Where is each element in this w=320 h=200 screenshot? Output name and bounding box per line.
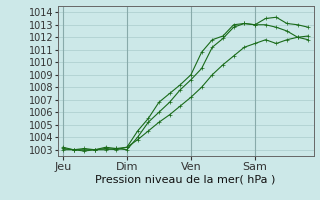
X-axis label: Pression niveau de la mer( hPa ): Pression niveau de la mer( hPa ) xyxy=(95,174,276,184)
